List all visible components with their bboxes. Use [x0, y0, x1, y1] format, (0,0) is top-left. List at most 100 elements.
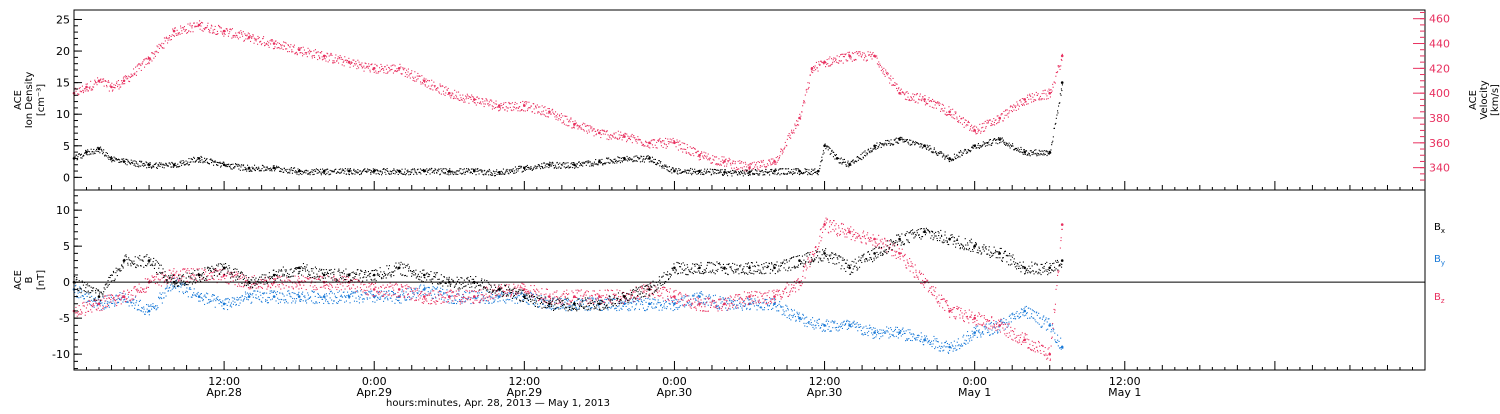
- density-series-sample: [774, 173, 776, 175]
- density-series-sample: [410, 172, 412, 174]
- velocity-series-sample: [877, 64, 879, 66]
- density-series-sample: [613, 158, 615, 160]
- velocity-series-sample: [428, 85, 430, 87]
- by-series-sample: [695, 299, 697, 301]
- by-series-sample: [640, 303, 642, 305]
- density-series-sample: [884, 142, 886, 144]
- density-series-sample: [796, 168, 798, 170]
- velocity-series-sample: [246, 34, 248, 36]
- velocity-series-sample: [233, 34, 235, 36]
- density-series-sample: [685, 171, 687, 173]
- density-series-sample: [745, 169, 747, 171]
- velocity-series-sample: [343, 65, 345, 67]
- density-series-sample: [704, 172, 706, 174]
- density-series-sample: [501, 173, 503, 175]
- density-series-sample: [142, 163, 144, 165]
- by-series-sample: [842, 324, 844, 326]
- density-series-sample: [1028, 154, 1030, 156]
- density-series-sample: [362, 170, 364, 172]
- density-series-sample: [83, 155, 85, 157]
- by-series-sample: [788, 315, 790, 317]
- by-series-sample: [675, 307, 677, 309]
- density-series-sample: [847, 162, 849, 164]
- velocity-series-sample: [409, 77, 411, 79]
- by-series-sample: [184, 291, 186, 293]
- density-series-sample: [550, 162, 552, 164]
- by-series-sample: [658, 302, 660, 304]
- velocity-series-sample: [513, 109, 515, 111]
- by-series-sample: [744, 305, 746, 307]
- velocity-series-sample: [682, 151, 684, 153]
- velocity-series-sample: [1014, 107, 1016, 109]
- by-series-sample: [93, 298, 95, 300]
- density-series-sample: [399, 170, 401, 172]
- by-series-sample: [393, 293, 395, 295]
- by-series-sample: [75, 284, 77, 286]
- density-series-sample: [827, 149, 829, 151]
- velocity-series-sample: [382, 68, 384, 70]
- velocity-series-sample: [524, 101, 526, 103]
- density-series-sample: [786, 168, 788, 170]
- density-series-sample: [280, 168, 282, 170]
- by-series-sample: [370, 292, 372, 294]
- by-series-sample: [820, 327, 822, 329]
- density-series-sample: [790, 172, 792, 174]
- by-series-sample: [170, 284, 172, 286]
- by-series-sample: [665, 301, 667, 303]
- by-series-sample: [772, 307, 774, 309]
- density-series-sample: [530, 166, 532, 168]
- density-series-sample: [725, 171, 727, 173]
- by-series-sample: [386, 296, 388, 298]
- density-series-sample: [852, 160, 854, 162]
- density-series-sample: [353, 169, 355, 171]
- by-series-sample: [235, 303, 237, 305]
- density-series-sample: [476, 170, 478, 172]
- density-series-sample: [144, 164, 146, 166]
- velocity-series-sample: [624, 136, 626, 138]
- velocity-series-sample: [1030, 98, 1032, 100]
- density-series-sample: [541, 163, 543, 165]
- velocity-series-sample: [596, 133, 598, 135]
- by-series-sample: [198, 296, 200, 298]
- density-series-sample: [988, 139, 990, 141]
- density-series-sample: [669, 171, 671, 173]
- velocity-series-sample: [528, 107, 530, 109]
- density-series-sample: [857, 159, 859, 161]
- velocity-series-sample: [640, 141, 642, 143]
- velocity-series-sample: [1022, 104, 1024, 106]
- velocity-series-sample: [1043, 98, 1045, 100]
- density-series-sample: [235, 163, 237, 165]
- by-series-sample: [860, 330, 862, 332]
- velocity-series-sample: [871, 58, 873, 60]
- by-series-sample: [568, 308, 570, 310]
- velocity-series-sample: [652, 139, 654, 141]
- by-series-sample: [718, 307, 720, 309]
- velocity-series-sample: [274, 40, 276, 42]
- by-series-sample: [364, 292, 366, 294]
- velocity-series-sample: [719, 163, 721, 165]
- by-series-sample: [109, 301, 111, 303]
- density-series-sample: [154, 163, 156, 165]
- density-series-sample: [76, 159, 78, 161]
- density-series-sample: [689, 169, 691, 171]
- density-series-sample: [1031, 151, 1033, 153]
- by-series-sample: [130, 302, 132, 304]
- velocity-series-sample: [909, 100, 911, 102]
- by-series-sample: [856, 322, 858, 324]
- density-series-sample: [1038, 153, 1040, 155]
- density-series-sample: [188, 158, 190, 160]
- density-series-sample: [651, 156, 653, 158]
- by-series-sample: [657, 299, 659, 301]
- density-series-sample: [549, 161, 551, 163]
- by-series-sample: [653, 303, 655, 305]
- density-series-sample: [707, 170, 709, 172]
- by-series-sample: [330, 290, 332, 292]
- density-series-sample: [857, 156, 859, 158]
- velocity-series-sample: [634, 139, 636, 141]
- velocity-series-sample: [693, 155, 695, 157]
- by-series-sample: [563, 298, 565, 300]
- density-series-sample: [908, 143, 910, 145]
- velocity-series-sample: [478, 97, 480, 99]
- by-series-sample: [352, 295, 354, 297]
